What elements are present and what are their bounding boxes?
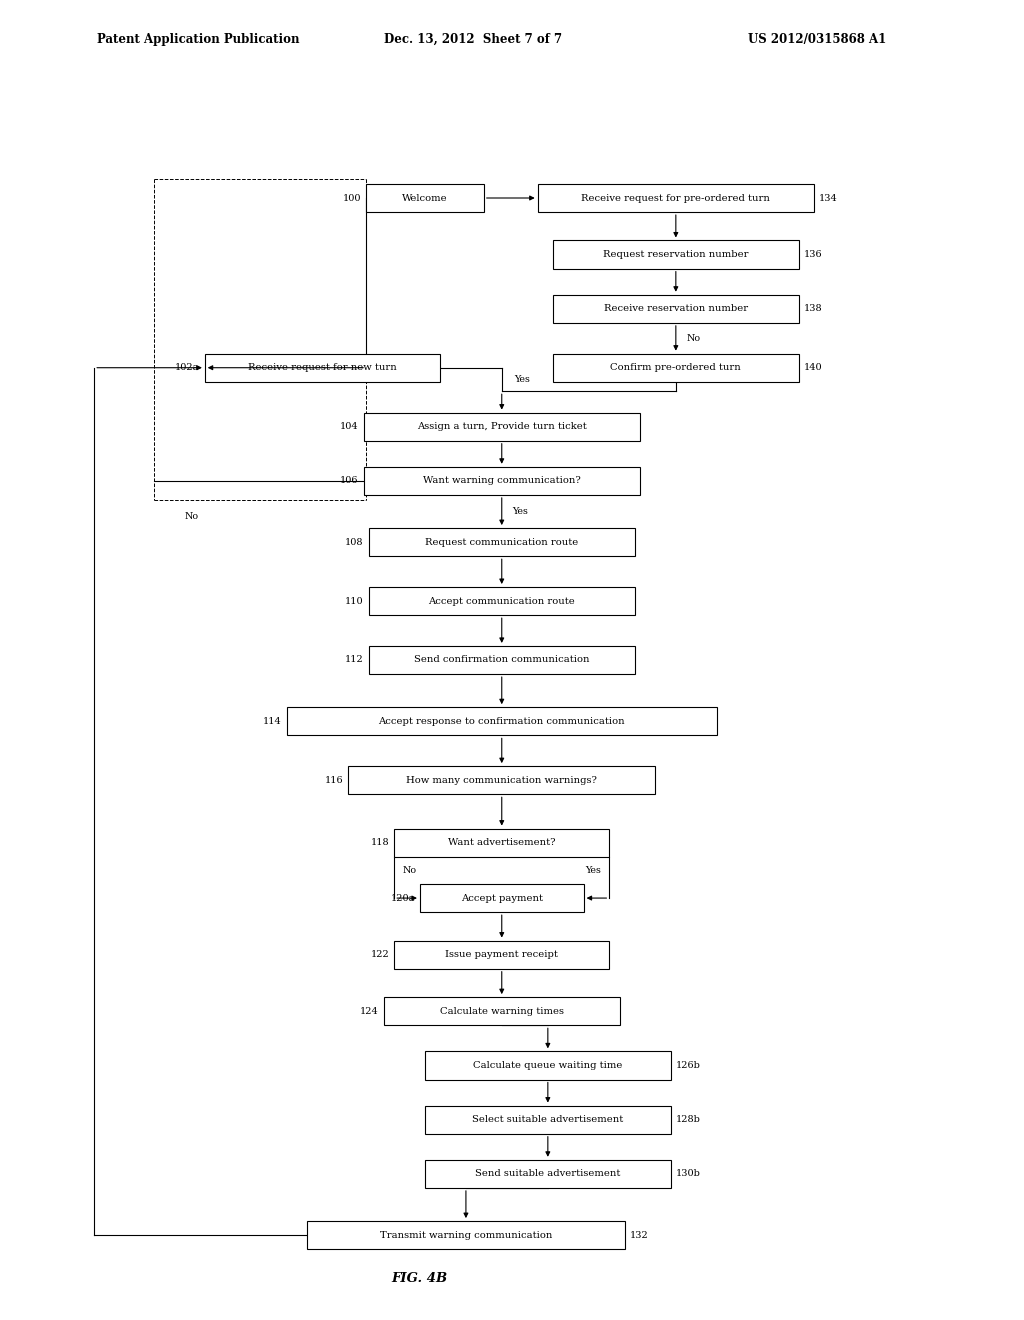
Text: 112: 112	[345, 656, 364, 664]
Text: Transmit warning communication: Transmit warning communication	[380, 1230, 552, 1239]
FancyBboxPatch shape	[369, 645, 635, 675]
Text: Issue payment receipt: Issue payment receipt	[445, 950, 558, 960]
Text: Send confirmation communication: Send confirmation communication	[414, 656, 590, 664]
Text: 130b: 130b	[676, 1170, 700, 1179]
Text: 106: 106	[340, 477, 358, 486]
Text: 120a: 120a	[390, 894, 415, 903]
FancyBboxPatch shape	[384, 997, 620, 1026]
Text: 132: 132	[630, 1230, 648, 1239]
FancyBboxPatch shape	[553, 354, 799, 381]
Text: No: No	[402, 866, 417, 875]
FancyBboxPatch shape	[364, 412, 640, 441]
Text: Request communication route: Request communication route	[425, 537, 579, 546]
Text: 116: 116	[325, 776, 343, 784]
Text: US 2012/0315868 A1: US 2012/0315868 A1	[748, 33, 886, 46]
Text: Send suitable advertisement: Send suitable advertisement	[475, 1170, 621, 1179]
FancyBboxPatch shape	[287, 708, 717, 735]
Text: No: No	[184, 512, 199, 520]
FancyBboxPatch shape	[364, 467, 640, 495]
FancyBboxPatch shape	[553, 294, 799, 323]
FancyBboxPatch shape	[369, 528, 635, 556]
FancyBboxPatch shape	[425, 1051, 671, 1080]
Text: Receive request for new turn: Receive request for new turn	[248, 363, 397, 372]
Text: How many communication warnings?: How many communication warnings?	[407, 776, 597, 784]
Text: 138: 138	[804, 305, 822, 313]
FancyBboxPatch shape	[394, 940, 609, 969]
Text: 128b: 128b	[676, 1115, 700, 1125]
Text: Dec. 13, 2012  Sheet 7 of 7: Dec. 13, 2012 Sheet 7 of 7	[384, 33, 562, 46]
Text: Welcome: Welcome	[402, 194, 447, 202]
Text: 118: 118	[371, 838, 389, 847]
Text: 100: 100	[342, 194, 360, 202]
Text: 126b: 126b	[676, 1061, 700, 1071]
Text: Patent Application Publication: Patent Application Publication	[97, 33, 300, 46]
Text: Select suitable advertisement: Select suitable advertisement	[472, 1115, 624, 1125]
Text: 110: 110	[345, 597, 364, 606]
Text: 108: 108	[345, 537, 364, 546]
FancyBboxPatch shape	[420, 884, 584, 912]
FancyBboxPatch shape	[205, 354, 440, 381]
Text: Calculate warning times: Calculate warning times	[439, 1007, 564, 1015]
FancyBboxPatch shape	[553, 240, 799, 269]
Text: Receive reservation number: Receive reservation number	[604, 305, 748, 313]
FancyBboxPatch shape	[367, 183, 483, 213]
FancyBboxPatch shape	[307, 1221, 625, 1249]
Text: Want warning communication?: Want warning communication?	[423, 477, 581, 486]
Text: Request reservation number: Request reservation number	[603, 249, 749, 259]
FancyBboxPatch shape	[538, 183, 814, 213]
Text: 136: 136	[804, 249, 822, 259]
Text: 104: 104	[340, 422, 358, 432]
Text: FIG. 4B: FIG. 4B	[392, 1272, 447, 1286]
FancyBboxPatch shape	[348, 766, 655, 795]
Text: Assign a turn, Provide turn ticket: Assign a turn, Provide turn ticket	[417, 422, 587, 432]
Text: 134: 134	[819, 194, 838, 202]
Text: 122: 122	[371, 950, 389, 960]
Text: Calculate queue waiting time: Calculate queue waiting time	[473, 1061, 623, 1071]
FancyBboxPatch shape	[425, 1160, 671, 1188]
FancyBboxPatch shape	[369, 587, 635, 615]
Text: Confirm pre-ordered turn: Confirm pre-ordered turn	[610, 363, 741, 372]
Text: Yes: Yes	[514, 375, 530, 384]
FancyBboxPatch shape	[394, 829, 609, 857]
Text: Yes: Yes	[585, 866, 601, 875]
Text: Receive request for pre-ordered turn: Receive request for pre-ordered turn	[582, 194, 770, 202]
Text: Accept payment: Accept payment	[461, 894, 543, 903]
Text: Yes: Yes	[512, 507, 528, 516]
Text: 102a: 102a	[175, 363, 200, 372]
Text: 124: 124	[360, 1007, 379, 1015]
Text: No: No	[686, 334, 700, 343]
Text: Want advertisement?: Want advertisement?	[449, 838, 555, 847]
Text: 140: 140	[804, 363, 822, 372]
Text: Accept response to confirmation communication: Accept response to confirmation communic…	[379, 717, 625, 726]
Text: Accept communication route: Accept communication route	[428, 597, 575, 606]
FancyBboxPatch shape	[425, 1106, 671, 1134]
Text: 114: 114	[263, 717, 282, 726]
